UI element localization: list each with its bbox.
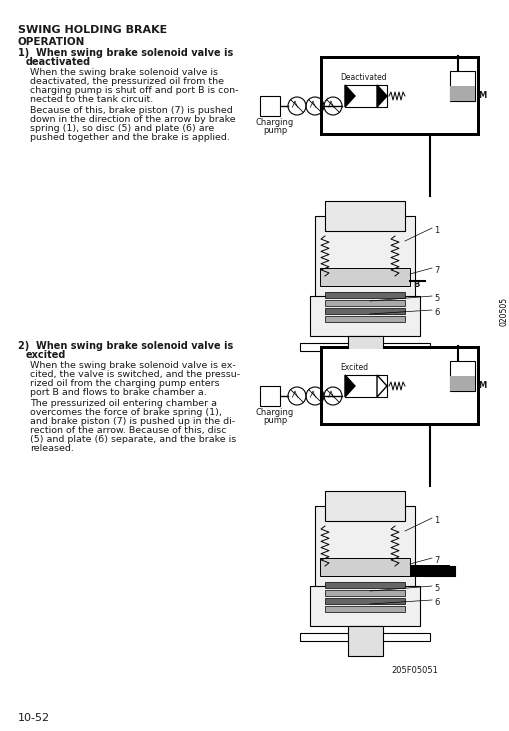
Text: Excited: Excited	[340, 363, 367, 372]
Bar	[319, 558, 409, 576]
Text: rized oil from the charging pump enters: rized oil from the charging pump enters	[30, 379, 219, 388]
Text: pushed together and the brake is applied.: pushed together and the brake is applied…	[30, 133, 230, 142]
Bar	[449, 71, 474, 101]
Text: 205F05050: 205F05050	[391, 376, 438, 385]
Bar	[322, 59, 476, 133]
Bar	[324, 300, 404, 306]
Text: excited: excited	[26, 350, 66, 360]
Polygon shape	[376, 375, 386, 397]
Bar	[309, 296, 419, 336]
Bar	[260, 96, 279, 116]
Text: 1)  When swing brake solenoid valve is: 1) When swing brake solenoid valve is	[18, 48, 233, 58]
Text: Deactivated: Deactivated	[340, 73, 386, 82]
Text: cited, the valve is switched, and the pressu-: cited, the valve is switched, and the pr…	[30, 370, 240, 379]
Text: SWING HOLDING BRAKE: SWING HOLDING BRAKE	[18, 25, 167, 35]
Text: overcomes the force of brake spring (1),: overcomes the force of brake spring (1),	[30, 408, 221, 417]
Text: and brake piston (7) is pushed up in the di-: and brake piston (7) is pushed up in the…	[30, 417, 235, 426]
Bar	[324, 606, 404, 612]
Bar	[319, 56, 479, 136]
Text: 6: 6	[433, 598, 439, 607]
Text: 10-52: 10-52	[18, 713, 50, 723]
Text: 1: 1	[433, 516, 438, 525]
Text: M: M	[263, 96, 271, 105]
Bar	[324, 590, 404, 596]
Bar	[347, 626, 382, 656]
Text: Because of this, brake piston (7) is pushed: Because of this, brake piston (7) is pus…	[30, 106, 232, 115]
Bar	[319, 268, 409, 286]
Text: 6: 6	[433, 308, 439, 317]
Text: When the swing brake solenoid valve is ex-: When the swing brake solenoid valve is e…	[30, 361, 235, 370]
Text: released.: released.	[30, 444, 74, 453]
Text: rection of the arrow. Because of this, disc: rection of the arrow. Because of this, d…	[30, 426, 226, 435]
Text: OPERATION: OPERATION	[18, 37, 85, 47]
Polygon shape	[376, 85, 386, 107]
Bar	[449, 361, 474, 391]
Text: M: M	[263, 386, 271, 395]
Text: Charging: Charging	[256, 408, 294, 417]
Text: 020505: 020505	[498, 297, 507, 325]
Bar	[324, 292, 404, 298]
Bar	[344, 85, 386, 107]
Text: M: M	[477, 381, 485, 390]
Text: (5) and plate (6) separate, and the brake is: (5) and plate (6) separate, and the brak…	[30, 435, 236, 444]
Bar	[315, 506, 414, 596]
Text: deactivated: deactivated	[26, 57, 91, 67]
Text: M: M	[477, 91, 485, 100]
Text: 2)  When swing brake solenoid valve is: 2) When swing brake solenoid valve is	[18, 341, 233, 351]
Bar	[449, 86, 474, 101]
Bar	[260, 386, 279, 406]
Bar	[309, 586, 419, 626]
Text: nected to the tank circuit.: nected to the tank circuit.	[30, 95, 153, 104]
Bar	[324, 308, 404, 314]
Bar	[324, 491, 404, 521]
Bar	[344, 375, 386, 397]
Bar	[319, 346, 479, 426]
Text: The pressurized oil entering chamber a: The pressurized oil entering chamber a	[30, 399, 216, 408]
Text: down in the direction of the arrow by brake: down in the direction of the arrow by br…	[30, 115, 235, 124]
Text: spring (1), so disc (5) and plate (6) are: spring (1), so disc (5) and plate (6) ar…	[30, 124, 214, 133]
Bar	[347, 336, 382, 366]
Bar	[324, 582, 404, 588]
Text: 7: 7	[433, 556, 439, 565]
Text: 1: 1	[433, 226, 438, 235]
Bar	[324, 598, 404, 604]
Text: pump: pump	[262, 416, 287, 425]
Bar	[299, 633, 429, 641]
Bar	[322, 349, 476, 423]
Text: port B and flows to brake chamber a.: port B and flows to brake chamber a.	[30, 388, 206, 397]
Text: deactivated, the pressurized oil from the: deactivated, the pressurized oil from th…	[30, 77, 223, 86]
Bar	[315, 216, 414, 306]
Bar	[299, 343, 429, 351]
Text: B: B	[412, 570, 418, 579]
Bar	[449, 376, 474, 391]
Text: 5: 5	[433, 294, 438, 303]
Text: pump: pump	[262, 126, 287, 135]
Bar	[324, 201, 404, 231]
Text: charging pump is shut off and port B is con-: charging pump is shut off and port B is …	[30, 86, 238, 95]
Polygon shape	[344, 375, 354, 397]
Text: B: B	[412, 280, 418, 289]
Text: 7: 7	[433, 266, 439, 275]
Text: 5: 5	[433, 584, 438, 593]
Text: 205F05051: 205F05051	[391, 666, 438, 675]
Text: Charging: Charging	[256, 118, 294, 127]
Bar	[324, 316, 404, 322]
Text: When the swing brake solenoid valve is: When the swing brake solenoid valve is	[30, 68, 217, 77]
Bar	[409, 565, 449, 577]
Polygon shape	[344, 85, 354, 107]
